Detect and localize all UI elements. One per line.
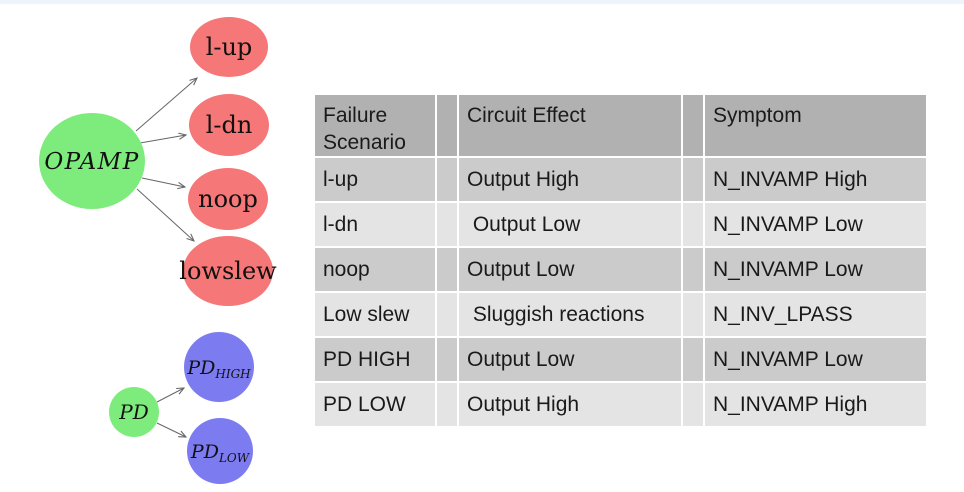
header-spacer-2: [683, 95, 703, 156]
edge-opamp-lup: [135, 78, 197, 132]
header-spacer-1: [437, 95, 457, 156]
cell-failure-scenario: l-up: [315, 158, 435, 201]
node-opamp: [39, 113, 145, 209]
cell-symptom: N_INVAMP High: [705, 158, 926, 201]
cell-symptom: N_INVAMP Low: [705, 338, 926, 381]
cell-failure-scenario: Low slew: [315, 293, 435, 336]
cell-circuit-effect: Output Low: [459, 248, 681, 291]
row-spacer: [683, 383, 703, 426]
pd-low-main: PD: [190, 441, 219, 463]
node-l-dn: [189, 94, 269, 156]
node-l-dn-label: l-dn: [206, 111, 253, 139]
cell-symptom: N_INVAMP Low: [705, 203, 926, 246]
pd-low-subscript: LOW: [218, 451, 251, 465]
edge-opamp-noop: [141, 177, 185, 187]
node-pd-high-label: PDHIGH: [186, 357, 251, 381]
fault-tree-diagram: OPAMP l-up l-dn noop lowslew PD PDHIGH P…: [39, 17, 277, 484]
cell-failure-scenario: l-dn: [315, 203, 435, 246]
row-spacer: [683, 248, 703, 291]
column-header-failure-scenario: Failure Scenario: [315, 95, 435, 156]
node-noop-label: noop: [198, 185, 258, 213]
row-spacer: [683, 338, 703, 381]
edge-opamp-ldn: [139, 135, 186, 144]
cell-symptom: N_INVAMP High: [705, 383, 926, 426]
window-top-strip: [0, 0, 964, 4]
column-header-symptom: Symptom: [705, 95, 926, 156]
column-header-circuit-effect: Circuit Effect: [459, 95, 681, 156]
row-spacer: [683, 158, 703, 201]
pd-high-main: PD: [186, 357, 215, 379]
node-opamp-label: OPAMP: [44, 149, 139, 175]
row-spacer: [437, 383, 457, 426]
node-lowslew-label: lowslew: [179, 257, 277, 285]
node-noop: [188, 168, 268, 230]
row-spacer: [683, 293, 703, 336]
node-pd: [109, 387, 159, 437]
failure-scenario-table: Failure Scenario Circuit Effect Symptom …: [315, 95, 926, 426]
cell-circuit-effect: Sluggish reactions: [459, 293, 681, 336]
node-l-up-label: l-up: [206, 33, 253, 61]
cell-circuit-effect: Output High: [459, 383, 681, 426]
edge-pd-pdlow: [156, 422, 186, 437]
cell-circuit-effect: Output High: [459, 158, 681, 201]
node-l-up: [190, 17, 268, 77]
node-pd-label: PD: [118, 400, 149, 424]
edge-opamp-lowslew: [136, 188, 194, 241]
cell-circuit-effect: Output Low: [459, 203, 681, 246]
row-spacer: [683, 203, 703, 246]
cell-circuit-effect: Output Low: [459, 338, 681, 381]
pd-high-subscript: HIGH: [214, 367, 251, 381]
cell-failure-scenario: PD HIGH: [315, 338, 435, 381]
diagram-edges: [135, 78, 197, 437]
cell-symptom: N_INV_LPASS: [705, 293, 926, 336]
node-pd-high: [184, 332, 254, 402]
row-spacer: [437, 248, 457, 291]
node-pd-low: [187, 418, 253, 484]
cell-failure-scenario: noop: [315, 248, 435, 291]
cell-symptom: N_INVAMP Low: [705, 248, 926, 291]
cell-failure-scenario: PD LOW: [315, 383, 435, 426]
node-lowslew: [183, 236, 273, 306]
edge-pd-pdhigh: [156, 388, 184, 403]
row-spacer: [437, 293, 457, 336]
row-spacer: [437, 203, 457, 246]
row-spacer: [437, 338, 457, 381]
node-pd-low-label: PDLOW: [190, 441, 251, 465]
row-spacer: [437, 158, 457, 201]
